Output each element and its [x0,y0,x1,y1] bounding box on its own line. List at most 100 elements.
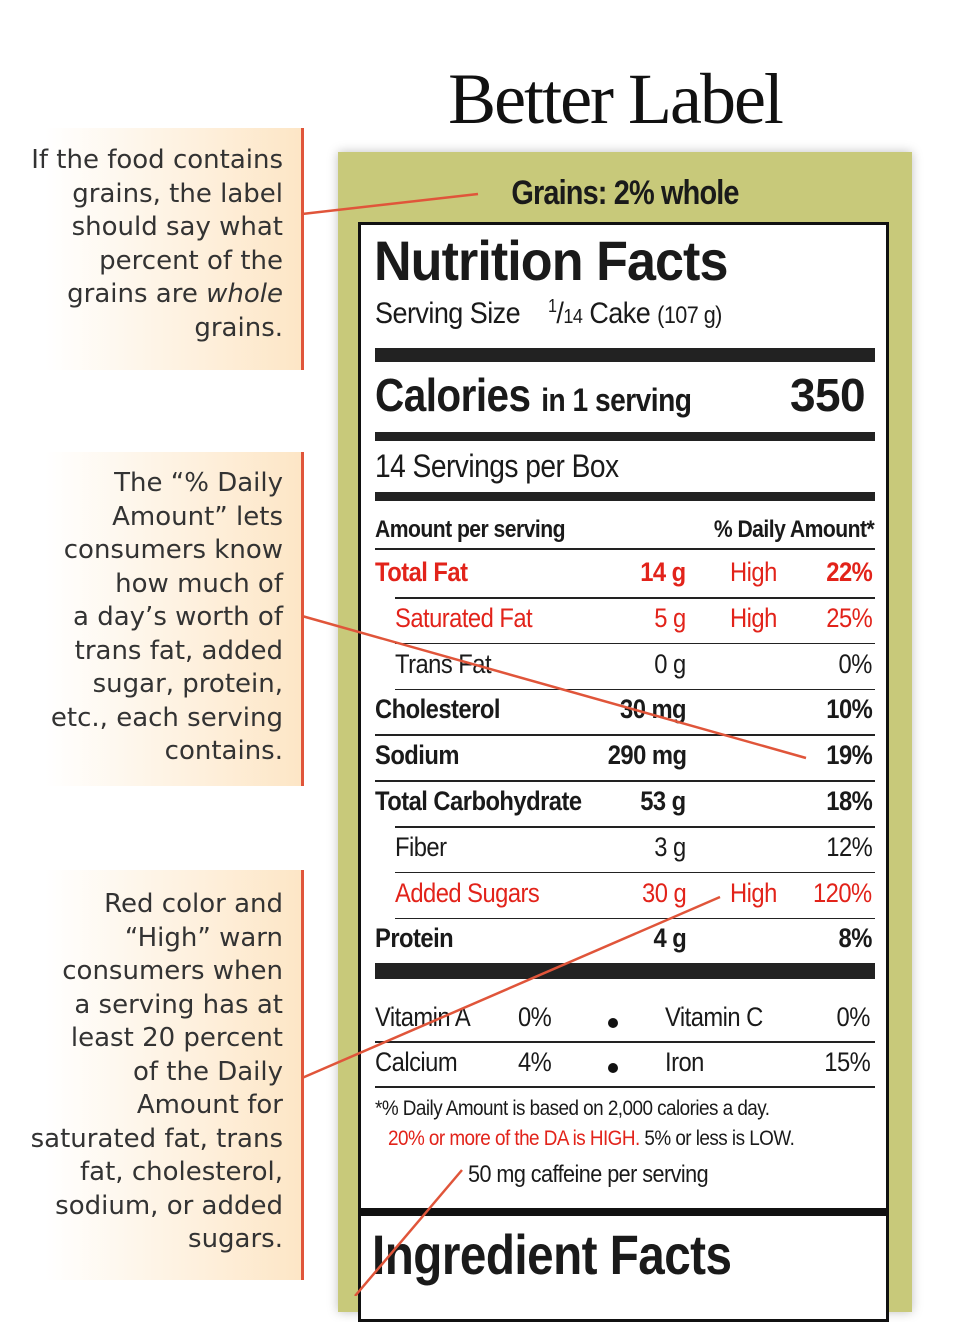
note-line: consumers when [62,956,283,986]
serving-size-grams: (107 g) [657,302,722,329]
annotation-grains: If the food contains grains, the label sho… [0,128,304,370]
note-line: The “% Daily [114,468,283,498]
nutrient-name: Sodium [375,740,459,771]
note-line: sugar, protein, [92,669,283,699]
row-divider [395,642,875,645]
footnote-low: 5% or less is LOW. [639,1127,795,1150]
note-line: should say what [71,212,283,242]
pointer-line-daily [301,614,807,760]
note-line: saturated fat, trans [30,1123,283,1154]
row-divider [375,734,875,736]
note-line: Red color and [104,889,283,919]
nutrient-daily-percent: 12% [826,831,873,862]
nutrient-name: Saturated Fat [395,602,533,633]
note-line: consumers know [63,535,283,565]
nutrient-amount: 30 g [641,877,687,908]
row-divider [375,1041,875,1043]
nutrient-amount: 3 g [654,831,687,862]
nutrient-daily-percent: 25% [826,602,873,633]
grains-statement: Grains: 2% whole [511,174,739,212]
note-line: trans fat, added [74,635,283,666]
row-divider [395,597,875,599]
nutrient-name: Total Carbohydrate [375,786,582,816]
divider-thick [375,963,875,979]
divider [375,432,875,441]
row-divider [395,826,875,828]
row-divider [395,871,875,874]
note-line: least 20 percent [70,1023,283,1053]
calories-label: Calories in 1 serving [375,368,692,422]
bullet-dot [608,1018,618,1028]
calories-text: Calories [375,369,531,421]
note-line: of the Daily [132,1056,283,1087]
nutrition-facts-heading: Nutrition Facts [374,229,728,292]
footnote-high-low: 20% or more of the DA is HIGH. 5% or les… [388,1127,795,1151]
nutrient-name: Protein [375,923,454,954]
nutrient-name: Added Sugars [395,877,540,908]
column-amount-header: Amount per serving [375,516,566,543]
note-line: how much of [115,568,283,599]
high-flag: High [730,602,777,633]
nutrient-daily-percent: 22% [826,557,873,587]
divider [375,492,875,501]
note-line: a serving has at [74,989,283,1020]
vitamin-percent: 0% [836,1002,871,1032]
footnote-daily-basis: *% Daily Amount is based on 2,000 calori… [375,1097,770,1120]
note-italic: whole [206,279,283,309]
nutrient-daily-percent: 0% [838,648,873,679]
nutrient-amount: 290 mg [607,740,686,771]
nutrient-daily-percent: 120% [813,877,872,908]
fraction-numerator: 1 [547,296,557,316]
bullet-dot [608,1063,618,1073]
note-line: “High” warn [124,922,283,953]
vitamin-percent: 4% [518,1047,552,1077]
divider-thick [375,348,875,362]
nutrient-amount: 53 g [640,786,687,816]
note-line: Amount for [136,1090,283,1120]
servings-per-container: 14 Servings per Box [375,448,619,484]
nutrient-amount: 5 g [654,602,687,633]
note-line: etc., each serving [50,702,283,733]
note-line: a day’s worth of [73,602,283,632]
ingredient-facts-heading: Ingredient Facts [372,1223,732,1286]
note-line: percent of the [99,245,283,276]
row-divider [395,688,875,691]
fraction-denominator: 14 [563,306,583,328]
high-flag: High [730,557,777,587]
row-divider [375,1086,875,1088]
column-daily-header: % Daily Amount* [713,516,875,543]
vitamin-name: Iron [665,1047,704,1077]
nutrient-daily-percent: 8% [838,923,873,954]
caffeine-statement: 50 mg caffeine per serving [468,1161,709,1188]
note-line: contains. [164,736,283,766]
row-divider [375,780,875,782]
calories-value: 350 [790,369,866,421]
nutrient-amount: 14 g [640,557,687,587]
note-line: sodium, or added [55,1190,283,1221]
serving-size-value: Cake [589,297,651,330]
serving-size-label: Serving Size [375,297,521,330]
note-line: If the food contains [31,145,283,175]
nutrient-daily-percent: 10% [826,694,873,725]
nutrient-name: Cholesterol [375,694,500,725]
divider-thick [360,1208,888,1216]
nutrient-name: Fiber [395,831,447,862]
note-line: sugars. [188,1224,283,1254]
nutrient-daily-percent: 18% [826,786,873,816]
note-line: fat, cholesterol, [80,1157,283,1187]
vitamin-name: Calcium [375,1047,458,1077]
nutrient-name: Total Fat [375,557,468,587]
serving-size: Serving Size 1/14 Cake (107 g) [375,296,722,330]
vitamin-percent: 0% [518,1002,552,1032]
annotation-daily-amount: The “% Daily Amount” lets consumers know ho… [0,452,304,786]
high-flag: High [730,877,777,908]
annotation-red-high: Red color and “High” warn consumers when a … [0,870,304,1280]
footnote-high: 20% or more of the DA is HIGH. [388,1127,640,1150]
nutrient-daily-percent: 19% [826,740,873,771]
nutrition-facts-box [358,222,889,1322]
divider [375,548,875,550]
note-line: grains are whole [67,279,283,309]
pointer-line-caffeine [354,1169,463,1296]
vitamin-percent: 15% [824,1047,871,1077]
